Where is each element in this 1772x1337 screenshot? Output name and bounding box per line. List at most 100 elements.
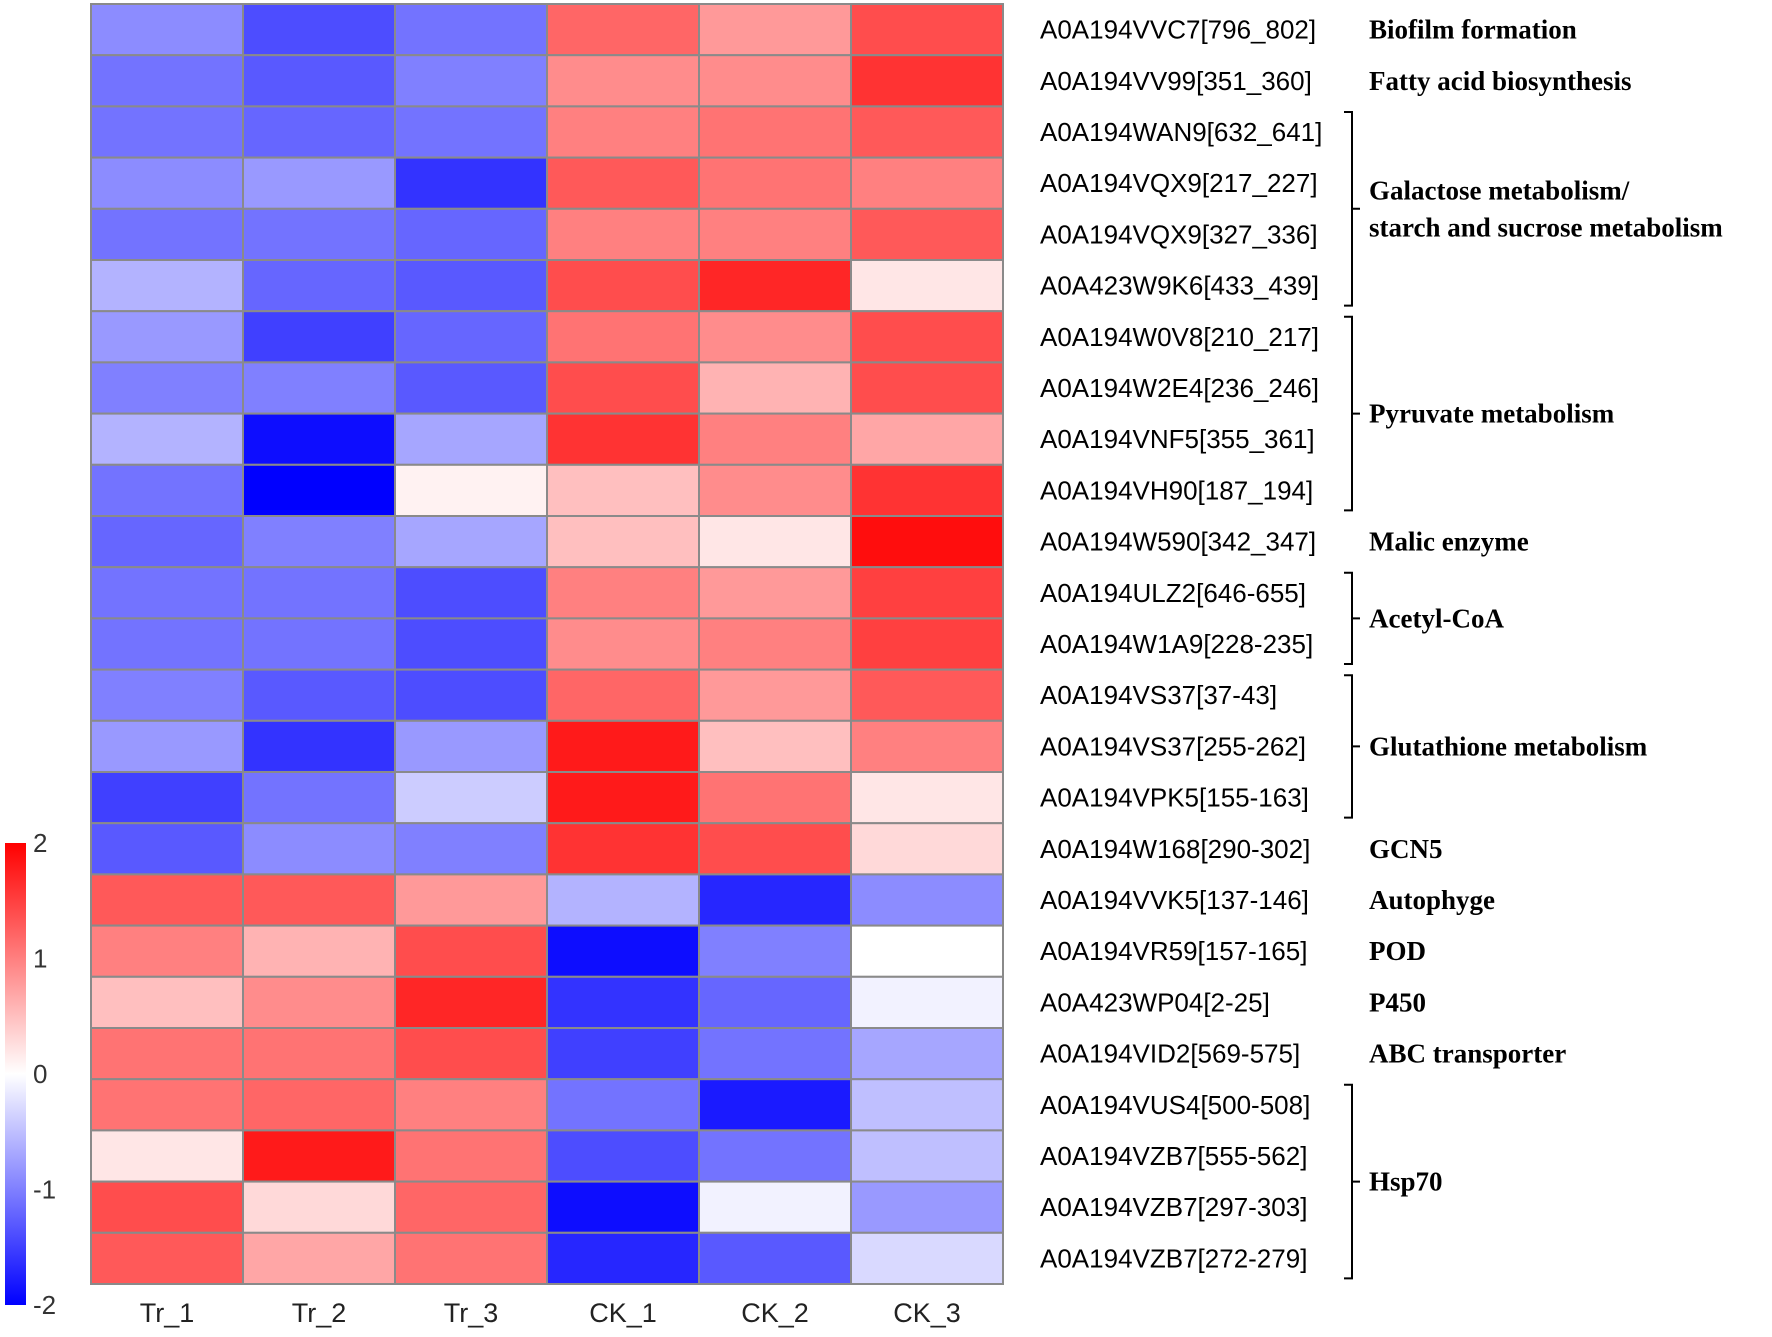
- heatmap-cell-r1-c5: [698, 3, 852, 57]
- heatmap-cell-r13-c4: [546, 617, 700, 671]
- heatmap-cell-r16-c1: [90, 771, 244, 825]
- row-label: A0A194VPK5[155-163]: [1040, 783, 1309, 813]
- heatmap-cell-r2-c2: [242, 54, 396, 108]
- heatmap-cell-r1-c3: [394, 3, 548, 57]
- heatmap-cell-r11-c1: [90, 515, 244, 569]
- row-labels: A0A194VVC7[796_802] A0A194VV99[351_360] A0…: [1040, 15, 1322, 1274]
- heatmap-cell-r3-c4: [546, 105, 700, 159]
- heatmap-cell-r16-c2: [242, 771, 396, 825]
- heatmap-cell-r4-c1: [90, 156, 244, 210]
- heatmap-cell-r21-c4: [546, 1027, 700, 1081]
- group-label: GCN5: [1369, 834, 1443, 864]
- row-label: A0A194WAN9[632_641]: [1040, 117, 1322, 147]
- heatmap-cell-r20-c2: [242, 975, 396, 1029]
- heatmap-cell-r3-c5: [698, 105, 852, 159]
- heatmap-cell-r6-c2: [242, 259, 396, 313]
- heatmap-cell-r1-c2: [242, 3, 396, 57]
- heatmap-cell-r23-c6: [850, 1129, 1004, 1183]
- heatmap-cell-r17-c2: [242, 822, 396, 876]
- row-label: A0A194VS37[255-262]: [1040, 731, 1306, 761]
- heatmap-cell-r20-c5: [698, 975, 852, 1029]
- heatmap-cell-r2-c3: [394, 54, 548, 108]
- group-bracket: [1344, 1083, 1360, 1280]
- heatmap-cell-r7-c2: [242, 310, 396, 364]
- heatmap-cell-r15-c1: [90, 719, 244, 773]
- heatmap-cell-r7-c5: [698, 310, 852, 364]
- row-label: A0A194W590[342_347]: [1040, 527, 1316, 557]
- heatmap-cell-r13-c1: [90, 617, 244, 671]
- column-labels: Tr_1 Tr_2 Tr_3 CK_1 CK_2 CK_3: [140, 1298, 961, 1328]
- heatmap-cell-r5-c5: [698, 207, 852, 262]
- heatmap-cell-r2-c1: [90, 54, 244, 108]
- group-label: starch and sucrose metabolism: [1369, 212, 1723, 242]
- heatmap-cell-r14-c3: [394, 668, 548, 722]
- group-label: Acetyl-CoA: [1369, 603, 1504, 633]
- row-label: A0A194ULZ2[646-655]: [1040, 578, 1306, 608]
- color-scale-tick-label: -1: [33, 1175, 56, 1205]
- heatmap-cell-r1-c1: [90, 3, 244, 57]
- heatmap-cell-r7-c1: [90, 310, 244, 364]
- row-label: A0A194VVK5[137-146]: [1040, 885, 1309, 915]
- heatmap-cell-r16-c3: [394, 771, 548, 825]
- heatmap-cell-r15-c5: [698, 719, 852, 773]
- row-label: A0A423W9K6[433_439]: [1040, 271, 1319, 301]
- group-label: Hsp70: [1369, 1167, 1443, 1197]
- heatmap-cell-r8-c1: [90, 361, 244, 415]
- column-label: CK_1: [589, 1298, 657, 1328]
- heatmap-cell-r16-c6: [850, 771, 1004, 825]
- heatmap-cell-r19-c1: [90, 924, 244, 978]
- heatmap-cell-r21-c1: [90, 1027, 244, 1081]
- heatmap-cell-r13-c2: [242, 617, 396, 671]
- heatmap-cell-r3-c1: [90, 105, 244, 159]
- heatmap-cell-r17-c6: [850, 822, 1004, 876]
- row-label: A0A194VZB7[297-303]: [1040, 1192, 1307, 1222]
- heatmap-cell-r6-c4: [546, 259, 700, 313]
- heatmap-cell-r5-c6: [850, 207, 1004, 262]
- heatmap-cell-r19-c3: [394, 924, 548, 978]
- heatmap-cell-r6-c1: [90, 259, 244, 313]
- heatmap-cell-r22-c5: [698, 1078, 852, 1132]
- group-bracket: [1344, 315, 1360, 512]
- heatmap-cell-r21-c6: [850, 1027, 1004, 1081]
- heatmap-cell-r12-c3: [394, 566, 548, 620]
- color-scale-ticks: 2 1 0 -1 -2: [33, 828, 56, 1320]
- heatmap-cell-r10-c6: [850, 463, 1004, 517]
- heatmap-cell-r5-c4: [546, 207, 700, 262]
- heatmap-cell-r21-c5: [698, 1027, 852, 1081]
- group-label: Biofilm formation: [1369, 15, 1577, 45]
- heatmap-cell-r15-c3: [394, 719, 548, 773]
- row-label: A0A194W168[290-302]: [1040, 834, 1310, 864]
- heatmap-cell-r7-c6: [850, 310, 1004, 364]
- heatmap-cell-r2-c6: [850, 54, 1004, 108]
- heatmap-cell-r14-c4: [546, 668, 700, 722]
- heatmap-cell-r4-c6: [850, 156, 1004, 210]
- row-label: A0A194VV99[351_360]: [1040, 66, 1312, 96]
- heatmap-cell-r25-c2: [242, 1231, 396, 1286]
- heatmap-cell-r17-c5: [698, 822, 852, 876]
- heatmap-cell-r25-c4: [546, 1231, 700, 1286]
- row-label: A0A423WP04[2-25]: [1040, 987, 1270, 1017]
- heatmap-cell-r10-c3: [394, 463, 548, 517]
- heatmap-cell-r10-c2: [242, 463, 396, 517]
- heatmap-cell-r15-c6: [850, 719, 1004, 773]
- heatmap-cell-r12-c2: [242, 566, 396, 620]
- row-label: A0A194VUS4[500-508]: [1040, 1090, 1310, 1120]
- row-label: A0A194VS37[37-43]: [1040, 680, 1277, 710]
- heatmap-cell-r15-c4: [546, 719, 700, 773]
- heatmap-cell-r25-c1: [90, 1231, 244, 1286]
- heatmap-cell-r8-c6: [850, 361, 1004, 415]
- heatmap-cell-r14-c5: [698, 668, 852, 722]
- heatmap-cell-r5-c2: [242, 207, 396, 262]
- group-label: POD: [1369, 936, 1426, 966]
- heatmap-cell-r8-c5: [698, 361, 852, 415]
- heatmap-cell-r20-c4: [546, 975, 700, 1029]
- row-label: A0A194VQX9[217_227]: [1040, 168, 1318, 198]
- heatmap-cell-r9-c5: [698, 412, 852, 466]
- heatmap-cell-r11-c5: [698, 515, 852, 569]
- heatmap-cell-r24-c4: [546, 1180, 700, 1234]
- heatmap-cell-r18-c5: [698, 873, 852, 927]
- heatmap-cell-r13-c3: [394, 617, 548, 671]
- heatmap-cell-r11-c2: [242, 515, 396, 569]
- row-label: A0A194W1A9[228-235]: [1040, 629, 1313, 659]
- column-label: CK_2: [741, 1298, 809, 1328]
